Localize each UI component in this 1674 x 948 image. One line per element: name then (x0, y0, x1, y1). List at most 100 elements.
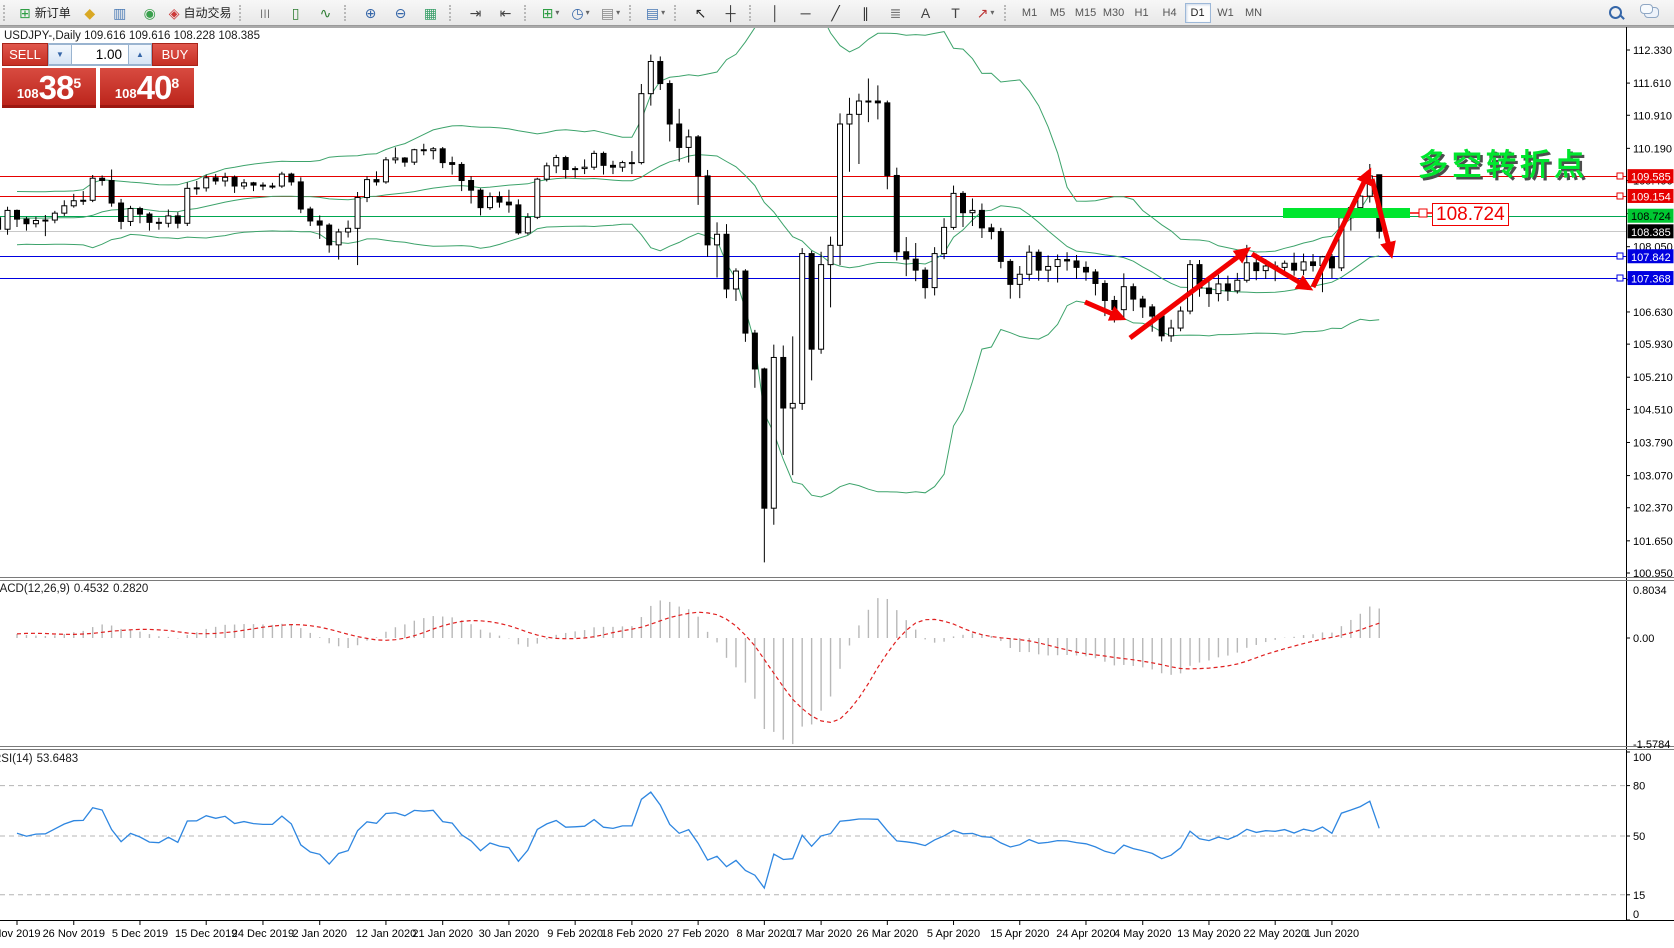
date-tick-label[interactable]: 1 Jun 2020 (1305, 928, 1359, 940)
search-button[interactable] (1600, 1, 1630, 25)
new-order-icon: ⊞ (19, 4, 31, 21)
chart-back-icon[interactable]: ⇤ (491, 1, 521, 25)
vertical-line-icon[interactable]: │ (761, 1, 791, 25)
timeframe-w1-button[interactable]: W1 (1217, 6, 1234, 19)
date-tick-label[interactable]: 18 Feb 2020 (601, 928, 663, 940)
zoom-in-icon[interactable]: ⊕ (356, 1, 386, 25)
date-tick-label[interactable]: 12 Jan 2020 (356, 928, 417, 940)
timeframe-h1-button[interactable]: H1 (1134, 6, 1149, 19)
timeframe-m5-button[interactable]: M5 (1049, 6, 1066, 19)
hline-handle[interactable] (1616, 274, 1624, 282)
volume-increase-button[interactable]: ▲ (128, 44, 152, 65)
date-tick-label[interactable]: 2 Jan 2020 (293, 928, 347, 940)
chevron-down-icon: ▾ (585, 8, 590, 17)
toolbar-right-icons (1594, 1, 1666, 25)
chart-window[interactable]: 112.330111.610110.910110.190109.490108.7… (0, 26, 1674, 948)
date-tick-label[interactable]: 5 Apr 2020 (927, 928, 980, 940)
date-tick-label[interactable]: 4 May 2020 (1114, 928, 1171, 940)
line-chart-icon[interactable]: ∿ (311, 1, 341, 25)
date-tick-label[interactable]: 26 Mar 2020 (856, 928, 918, 940)
cursor-icon[interactable]: ↖ (686, 1, 716, 25)
sell-button[interactable]: SELL (2, 43, 48, 66)
date-tick-label[interactable]: 30 Jan 2020 (479, 928, 540, 940)
date-tick-label[interactable]: 15 Apr 2020 (990, 928, 1049, 940)
zone-price-label[interactable]: 108.724 (1432, 203, 1509, 226)
toolbar-grip (628, 4, 636, 21)
rsi-legend: RSI(14)53.6483 (0, 753, 82, 765)
macd-axis-label: 0.8034 (1633, 585, 1667, 597)
trend-arrows[interactable] (1084, 167, 1396, 340)
timeframe-m1-button[interactable]: M1 (1021, 6, 1038, 19)
chart-mode-icon[interactable]: ▤ ▾ (641, 1, 671, 25)
arrows-icon: ↗ (976, 4, 989, 21)
hline-handle[interactable] (1616, 192, 1624, 200)
date-tick-label[interactable]: 15 Dec 2019 (175, 928, 237, 940)
period-icon[interactable]: ◷ ▾ (566, 1, 596, 25)
horizontal-line-icon[interactable]: ─ (791, 1, 821, 25)
volume-decrease-button[interactable]: ▼ (48, 44, 72, 65)
date-tick-label[interactable]: Nov 2019 (0, 928, 41, 940)
date-tick-label[interactable]: 26 Nov 2019 (43, 928, 105, 940)
template-icon[interactable]: ▤ ▾ (596, 1, 626, 25)
autotrading-button[interactable]: ◈ 自动交易 (165, 1, 236, 25)
ask-big-figure: 108 (114, 86, 137, 101)
text-icon[interactable]: A (911, 1, 941, 25)
price-chart-canvas[interactable]: 112.330111.610110.910110.190109.490108.7… (0, 26, 1674, 948)
chart-forward-icon[interactable]: ⇥ (461, 1, 491, 25)
turning-point-annotation[interactable]: 多空转折点 (1418, 148, 1588, 183)
label-anchor-handle[interactable] (1418, 208, 1428, 218)
chart-window-icon[interactable]: ▥ (105, 1, 135, 25)
chat-button[interactable] (1636, 1, 1666, 25)
zoom-out-icon[interactable]: ⊖ (386, 1, 416, 25)
date-tick-label[interactable]: 24 Dec 2019 (232, 928, 294, 940)
date-tick-label[interactable]: 8 Mar 2020 (737, 928, 793, 940)
ask-price-panel[interactable]: 108 40 8 (100, 68, 194, 108)
price-badge-text: 108.385 (1631, 227, 1671, 239)
equidistant-channel-icon[interactable]: ∥ (851, 1, 881, 25)
new-chart-icon[interactable]: ⊞ ▾ (536, 1, 566, 25)
new-order-button[interactable]: ⊞ 新订单 (15, 1, 75, 25)
arrows-icon[interactable]: ↗ ▾ (971, 1, 1001, 25)
buy-button[interactable]: BUY (152, 43, 198, 66)
timeframe-m15-button[interactable]: M15 (1074, 6, 1097, 19)
toolbar-grip (1003, 4, 1011, 21)
symbols-icon[interactable]: ◆ (75, 1, 105, 25)
price-badge-109.154 (1627, 188, 1674, 203)
main-toolbar: ⊞ 新订单 ◆ ▥ ◉ ◈ 自动交易 ||| ▯ ∿ ⊕ ⊖ ▦ ⇥ ⇤ ⊞ ▾ ◷ ▾ ▤ ▾ ▤ ▾ ↖ ┼ │ ─ ╱ ∥ ≣ A T ↗… (0, 0, 1674, 26)
price-badge-text: 107.368 (1631, 274, 1671, 286)
date-tick-label[interactable]: 9 Feb 2020 (547, 928, 603, 940)
timeframe-mn-button[interactable]: MN (1244, 6, 1263, 19)
text-label-icon[interactable]: T (941, 1, 971, 25)
hline-handle[interactable] (1616, 252, 1624, 260)
hline-handle[interactable] (1616, 172, 1624, 180)
crosshair-icon[interactable]: ┼ (716, 1, 746, 25)
price-tick-label: 112.330 (1633, 45, 1672, 57)
date-tick-label[interactable]: 5 Dec 2019 (112, 928, 168, 940)
timeframe-h4-button[interactable]: H4 (1162, 6, 1177, 19)
symbols-icon: ◆ (84, 4, 96, 21)
bid-price-panel[interactable]: 108 38 5 (2, 68, 96, 108)
date-tick-label[interactable]: 22 May 2020 (1243, 928, 1307, 940)
bar-chart-icon[interactable]: ||| (251, 1, 281, 25)
toolbar-grip (3, 4, 10, 21)
date-tick-label[interactable]: 21 Jan 2020 (412, 928, 473, 940)
timeframe-m30-button[interactable]: M30 (1102, 6, 1125, 19)
timeframe-d1-button[interactable]: D1 (1184, 2, 1211, 23)
date-tick-label[interactable]: 17 Mar 2020 (790, 928, 852, 940)
price-tick-label: 104.510 (1633, 404, 1673, 416)
fibonacci-icon[interactable]: ≣ (881, 1, 911, 25)
fibonacci-icon: ≣ (889, 4, 902, 21)
equidistant-channel-icon: ∥ (862, 4, 870, 21)
candlestick-chart-icon[interactable]: ▯ (281, 1, 311, 25)
date-tick-label[interactable]: 24 Apr 2020 (1056, 928, 1115, 940)
tile-windows-icon[interactable]: ▦ (416, 1, 446, 25)
volume-input[interactable]: 1.00 (72, 44, 128, 65)
signals-icon[interactable]: ◉ (135, 1, 165, 25)
price-badge-text: 108.724 (1631, 211, 1671, 223)
date-tick-label[interactable]: 27 Feb 2020 (667, 928, 729, 940)
trendline-icon[interactable]: ╱ (821, 1, 851, 25)
rsi-axis-label: 0 (1633, 909, 1639, 921)
date-tick-label[interactable]: 13 May 2020 (1177, 928, 1241, 940)
price-badge-108.724 (1627, 208, 1674, 223)
